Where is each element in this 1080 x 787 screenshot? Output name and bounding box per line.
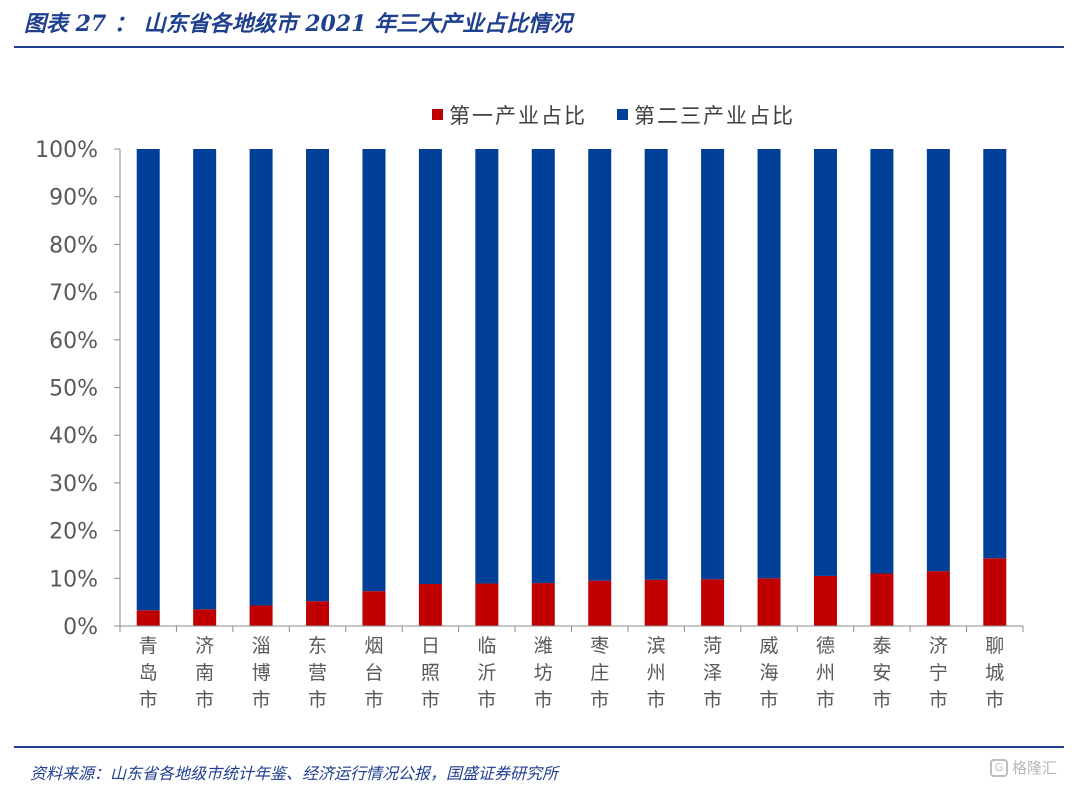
bar-primary-sector	[870, 573, 894, 626]
bar-secondary-tertiary-sector	[870, 149, 894, 574]
watermark: G 格隆汇	[990, 757, 1057, 778]
legend-swatch-primary	[432, 109, 443, 120]
y-tick-label: 20%	[49, 520, 98, 545]
x-tick-label: 淄博市	[252, 635, 271, 711]
x-tick-label: 德州市	[816, 635, 835, 711]
y-tick-label: 60%	[49, 329, 98, 354]
bar-secondary-tertiary-sector	[757, 149, 781, 579]
x-tick-label: 烟台市	[364, 635, 383, 711]
footer-divider	[14, 746, 1064, 748]
x-tick-label: 日照市	[421, 635, 440, 711]
bar-secondary-tertiary-sector	[983, 149, 1007, 559]
x-tick-label: 潍坊市	[534, 635, 553, 711]
bar-primary-sector	[757, 578, 781, 626]
bar-primary-sector	[813, 575, 837, 626]
legend-label: 第一产业占比	[449, 104, 587, 128]
title-divider	[14, 46, 1064, 48]
bar-secondary-tertiary-sector	[701, 149, 725, 580]
x-tick-label: 泰安市	[872, 635, 891, 711]
y-tick-label: 50%	[49, 377, 98, 402]
bar-primary-sector	[136, 610, 160, 626]
x-tick-label: 济宁市	[929, 635, 948, 711]
bar-primary-sector	[193, 609, 217, 626]
bar-primary-sector	[531, 583, 555, 626]
bar-primary-sector	[306, 601, 330, 626]
watermark-text: 格隆汇	[1012, 759, 1058, 777]
bar-primary-sector	[701, 579, 725, 626]
source-note: 资料来源：山东省各地级市统计年鉴、经济运行情况公报，国盛证券研究所	[30, 764, 559, 783]
bar-primary-sector	[475, 583, 499, 626]
y-tick-label: 70%	[49, 281, 98, 306]
y-tick-label: 100%	[35, 138, 98, 163]
bar-secondary-tertiary-sector	[926, 149, 950, 572]
bar-secondary-tertiary-sector	[249, 149, 273, 606]
x-tick-label: 济南市	[195, 635, 214, 711]
x-tick-label: 威海市	[760, 635, 779, 711]
bar-secondary-tertiary-sector	[588, 149, 612, 581]
y-tick-label: 40%	[49, 424, 98, 449]
y-tick-label: 90%	[49, 186, 98, 211]
watermark-logo-icon: G	[990, 758, 1008, 777]
x-tick-label: 临沂市	[477, 635, 496, 711]
x-tick-label: 东营市	[308, 635, 327, 711]
bar-secondary-tertiary-sector	[475, 149, 499, 584]
bar-secondary-tertiary-sector	[136, 149, 160, 611]
figure-title: 图表 27 ： 山东省各地级市 2021 年三大产业占比情况	[24, 11, 573, 37]
y-tick-label: 10%	[49, 567, 98, 592]
x-tick-label: 菏泽市	[703, 635, 722, 711]
bar-secondary-tertiary-sector	[306, 149, 330, 602]
y-tick-label: 0%	[63, 615, 98, 640]
bar-primary-sector	[418, 584, 442, 626]
y-tick-label: 80%	[49, 233, 98, 258]
bar-primary-sector	[362, 591, 386, 626]
legend-swatch-secondary-tertiary	[617, 109, 628, 120]
x-tick-label: 滨州市	[647, 635, 666, 711]
x-tick-label: 聊城市	[985, 635, 1004, 711]
bar-primary-sector	[588, 580, 612, 626]
y-tick-label: 30%	[49, 472, 98, 497]
x-tick-label: 青岛市	[139, 635, 158, 711]
bar-secondary-tertiary-sector	[362, 149, 386, 592]
legend-label: 第二三产业占比	[634, 104, 795, 128]
bar-secondary-tertiary-sector	[644, 149, 668, 580]
bar-primary-sector	[926, 571, 950, 626]
x-tick-label: 枣庄市	[590, 635, 609, 711]
bar-secondary-tertiary-sector	[193, 149, 217, 610]
bar-primary-sector	[249, 605, 273, 626]
bar-secondary-tertiary-sector	[813, 149, 837, 576]
bar-primary-sector	[983, 558, 1007, 626]
stacked-bar-chart: 0% 10% 20% 30% 40% 50% 60% 70% 80% 90% 100% 青岛市 济南市 淄…	[35, 104, 1024, 711]
bar-secondary-tertiary-sector	[418, 149, 442, 585]
bar-primary-sector	[644, 579, 668, 626]
bar-secondary-tertiary-sector	[531, 149, 555, 584]
